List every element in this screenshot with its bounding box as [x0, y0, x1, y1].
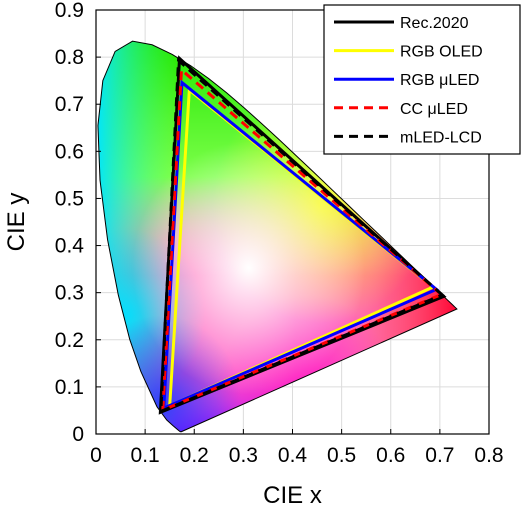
legend-label: RGB μLED	[400, 72, 479, 89]
series-mled-lcd-triangle	[159, 57, 446, 414]
y-tick-label: 0.7	[55, 93, 84, 116]
gamut-triangles	[158, 55, 447, 415]
y-tick-label: 0.8	[55, 46, 84, 69]
legend-label: mLED-LCD	[400, 129, 482, 146]
series-cc-led-triangle	[161, 66, 445, 413]
x-axis-label: CIE x	[263, 482, 322, 507]
legend-label: CC μLED	[400, 101, 468, 118]
x-tick-label: 0.1	[131, 444, 160, 467]
x-tick-label: 0.8	[474, 444, 503, 467]
x-tick-label: 0.4	[278, 444, 308, 467]
y-tick-label: 0	[72, 423, 84, 446]
legend-label: RGB OLED	[400, 44, 483, 61]
y-tick-label: 0.5	[55, 187, 84, 210]
legend-label: Rec.2020	[400, 15, 469, 32]
x-tick-label: 0.2	[180, 444, 209, 467]
series-rgb-led-triangle	[162, 79, 440, 411]
x-tick-label: 0.5	[327, 444, 356, 467]
y-tick-label: 0.1	[55, 376, 84, 399]
x-tick-label: 0.7	[425, 444, 454, 467]
y-tick-label: 0.4	[55, 235, 85, 258]
axis-ticks: 0 0.1 0.2 0.3 0.4 0.5 0.6 0.7 0.8 0 0.1 0.2 0.3 0.4 0.…	[55, 0, 504, 467]
y-tick-label: 0.3	[55, 282, 84, 305]
y-tick-label: 0.2	[55, 329, 84, 352]
x-tick-label: 0.6	[376, 444, 405, 467]
y-axis-label: CIE y	[3, 193, 30, 252]
y-tick-label: 0.6	[55, 140, 84, 163]
x-tick-label: 0.3	[229, 444, 258, 467]
legend: Rec.2020 RGB OLED RGB μLED CC μLED mLED-LCD	[323, 4, 521, 155]
spectral-locus-outline	[97, 40, 458, 433]
y-tick-label: 0.9	[55, 0, 84, 22]
x-tick-label: 0	[90, 444, 102, 467]
